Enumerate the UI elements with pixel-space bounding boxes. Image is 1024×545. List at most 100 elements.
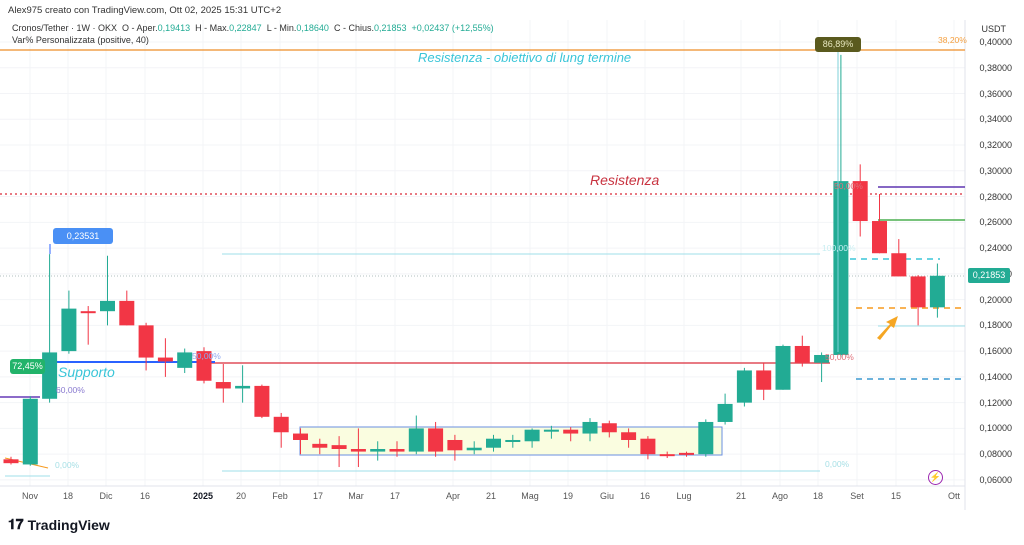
candle[interactable] <box>910 275 926 326</box>
candle[interactable] <box>254 384 270 419</box>
candle-body <box>891 253 907 277</box>
candle[interactable] <box>679 451 694 457</box>
candle[interactable] <box>119 290 135 326</box>
candle[interactable] <box>756 362 772 401</box>
close-value: 0,21853 <box>373 23 407 33</box>
candle[interactable] <box>42 254 58 403</box>
candle[interactable] <box>775 344 791 390</box>
candle-body <box>794 345 810 363</box>
low-label: L - Min. <box>266 23 297 33</box>
candle[interactable] <box>293 428 308 455</box>
indicator-legend[interactable]: Var% Personalizzata (positive, 40) <box>12 35 149 45</box>
candle[interactable] <box>621 428 637 448</box>
time-tick-label: Feb <box>272 491 288 501</box>
candle[interactable] <box>331 436 347 468</box>
candle-body <box>157 357 173 362</box>
candle-body <box>61 308 77 352</box>
time-tick-label: 17 <box>312 491 324 501</box>
candle-body <box>736 370 752 403</box>
time-tick-label: 18 <box>62 491 74 501</box>
chart-credit: Alex975 creato con TradingView.com, Ott … <box>8 5 282 16</box>
fib-label: 0,00% <box>825 459 850 469</box>
candle[interactable] <box>582 418 598 442</box>
candle-body <box>235 385 251 389</box>
candle[interactable] <box>717 393 733 425</box>
candle[interactable] <box>370 441 386 461</box>
candle[interactable] <box>196 347 212 384</box>
candle-body <box>543 429 559 432</box>
candle[interactable] <box>794 335 810 367</box>
gain-label[interactable]: 86,89% <box>815 37 861 52</box>
time-tick-label: Dic <box>99 491 113 501</box>
high-marker-label[interactable]: 0,23531 <box>53 228 113 244</box>
candle[interactable] <box>273 412 289 448</box>
price-tick-label: 0,24000 <box>979 243 1012 254</box>
candle[interactable] <box>428 421 444 457</box>
resistance-target-note[interactable]: Resistenza - obiettivo di lung termine <box>418 50 632 65</box>
candle-body <box>679 452 694 455</box>
candle[interactable] <box>852 164 868 237</box>
time-tick-label: Lug <box>676 491 692 501</box>
support-note[interactable]: Supporto <box>58 364 115 380</box>
candle[interactable] <box>601 420 617 438</box>
price-tick-label: 0,20000 <box>979 294 1012 305</box>
gain-label[interactable]: 72,45% <box>10 359 45 374</box>
price-tick-label: 0,26000 <box>979 217 1012 228</box>
candle[interactable] <box>640 436 656 460</box>
candle[interactable] <box>814 352 830 383</box>
candle-body <box>3 459 19 464</box>
candle[interactable] <box>22 396 38 466</box>
time-tick-label: Mag <box>521 491 539 501</box>
candle[interactable] <box>929 263 945 318</box>
symbol[interactable]: Cronos/Tether · 1W · OKX <box>12 23 118 33</box>
candle-body <box>601 423 617 433</box>
candle[interactable] <box>543 425 559 439</box>
lightning-icon[interactable]: ⚡ <box>928 470 943 485</box>
candle[interactable] <box>215 364 231 403</box>
candle[interactable] <box>3 456 19 465</box>
candle[interactable] <box>350 428 366 468</box>
fib-label: 38,20% <box>938 35 967 45</box>
candle[interactable] <box>486 434 501 452</box>
candle[interactable] <box>447 434 463 461</box>
candle[interactable] <box>698 419 714 457</box>
candle[interactable] <box>736 367 752 407</box>
candle[interactable] <box>466 441 482 455</box>
price-tick-label: 0,40000 <box>979 37 1012 47</box>
candle[interactable] <box>61 290 77 354</box>
resistance-note[interactable]: Resistenza <box>590 172 660 188</box>
candle[interactable] <box>235 365 251 403</box>
time-tick-label: 16 <box>139 491 151 501</box>
candle[interactable] <box>872 193 887 254</box>
candle[interactable] <box>563 427 579 442</box>
time-tick-label: Apr <box>445 491 461 501</box>
price-tick-label: 0,34000 <box>979 114 1012 125</box>
candle[interactable] <box>891 239 907 277</box>
candle-body <box>814 354 830 363</box>
arrow-up-icon <box>877 316 898 340</box>
candle[interactable] <box>659 451 675 459</box>
candle-body <box>370 449 386 452</box>
candle[interactable] <box>389 441 405 457</box>
candle[interactable] <box>157 338 173 377</box>
candle[interactable] <box>312 438 328 455</box>
candle[interactable] <box>524 428 540 448</box>
fib-label: 0,00% <box>55 460 80 470</box>
candle-body <box>350 449 366 452</box>
symbol-legend: Cronos/Tether · 1W · OKX O - Aper.0,1941… <box>12 23 494 33</box>
candle[interactable] <box>138 322 154 371</box>
candle[interactable] <box>100 255 115 326</box>
open-value: 0,19413 <box>157 23 191 33</box>
candle[interactable] <box>505 434 521 448</box>
candle-body <box>910 276 926 308</box>
candle[interactable] <box>408 415 424 455</box>
candle[interactable] <box>833 54 849 358</box>
fib-label: 50,00% <box>825 352 854 362</box>
price-tick-label: 0,16000 <box>979 346 1012 357</box>
candle[interactable] <box>177 348 193 374</box>
candle-body <box>486 438 501 448</box>
candle-body <box>22 398 38 465</box>
time-tick-label: 18 <box>812 491 824 501</box>
candle[interactable] <box>80 306 96 345</box>
